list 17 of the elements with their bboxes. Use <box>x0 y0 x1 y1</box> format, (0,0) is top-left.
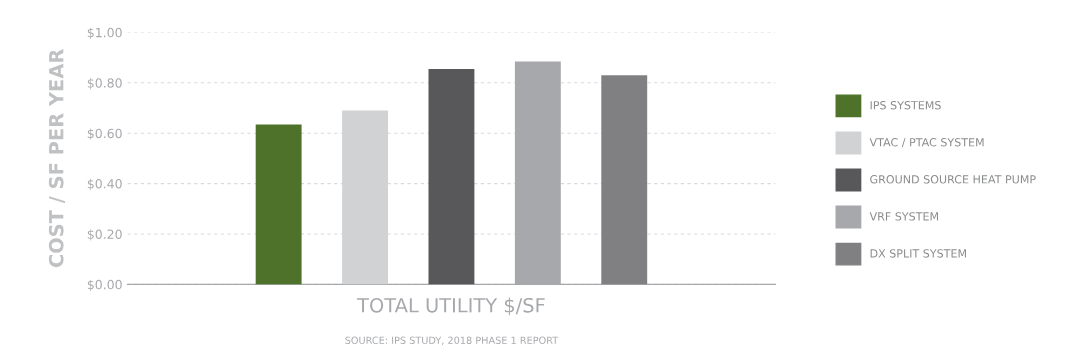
y-tick-label: $0.00 <box>87 279 122 291</box>
source-note: SOURCE: IPS STUDY, 2018 PHASE 1 REPORT <box>345 336 559 345</box>
bar <box>428 68 475 285</box>
y-axis-title: COST / SF PER YEAR <box>48 49 66 268</box>
legend-label: VRF SYSTEM <box>869 212 938 221</box>
y-tick-label: $0.20 <box>87 229 122 241</box>
legend-label: DX SPLIT SYSTEM <box>870 249 966 258</box>
x-axis-title: TOTAL UTILITY $/SF <box>357 297 545 316</box>
legend-label: VTAC / PTAC SYSTEM <box>869 138 984 148</box>
y-tick-label: $0.60 <box>87 128 122 140</box>
bar <box>255 124 302 285</box>
y-tick-label: $1.00 <box>87 27 122 39</box>
legend-label: GROUND SOURCE HEAT PUMP <box>870 175 1036 184</box>
bar <box>601 75 648 285</box>
legend-label: IPS SYSTEMS <box>870 101 941 110</box>
y-tick-label: $0.80 <box>87 78 122 90</box>
y-tick-label: $0.40 <box>87 178 122 191</box>
